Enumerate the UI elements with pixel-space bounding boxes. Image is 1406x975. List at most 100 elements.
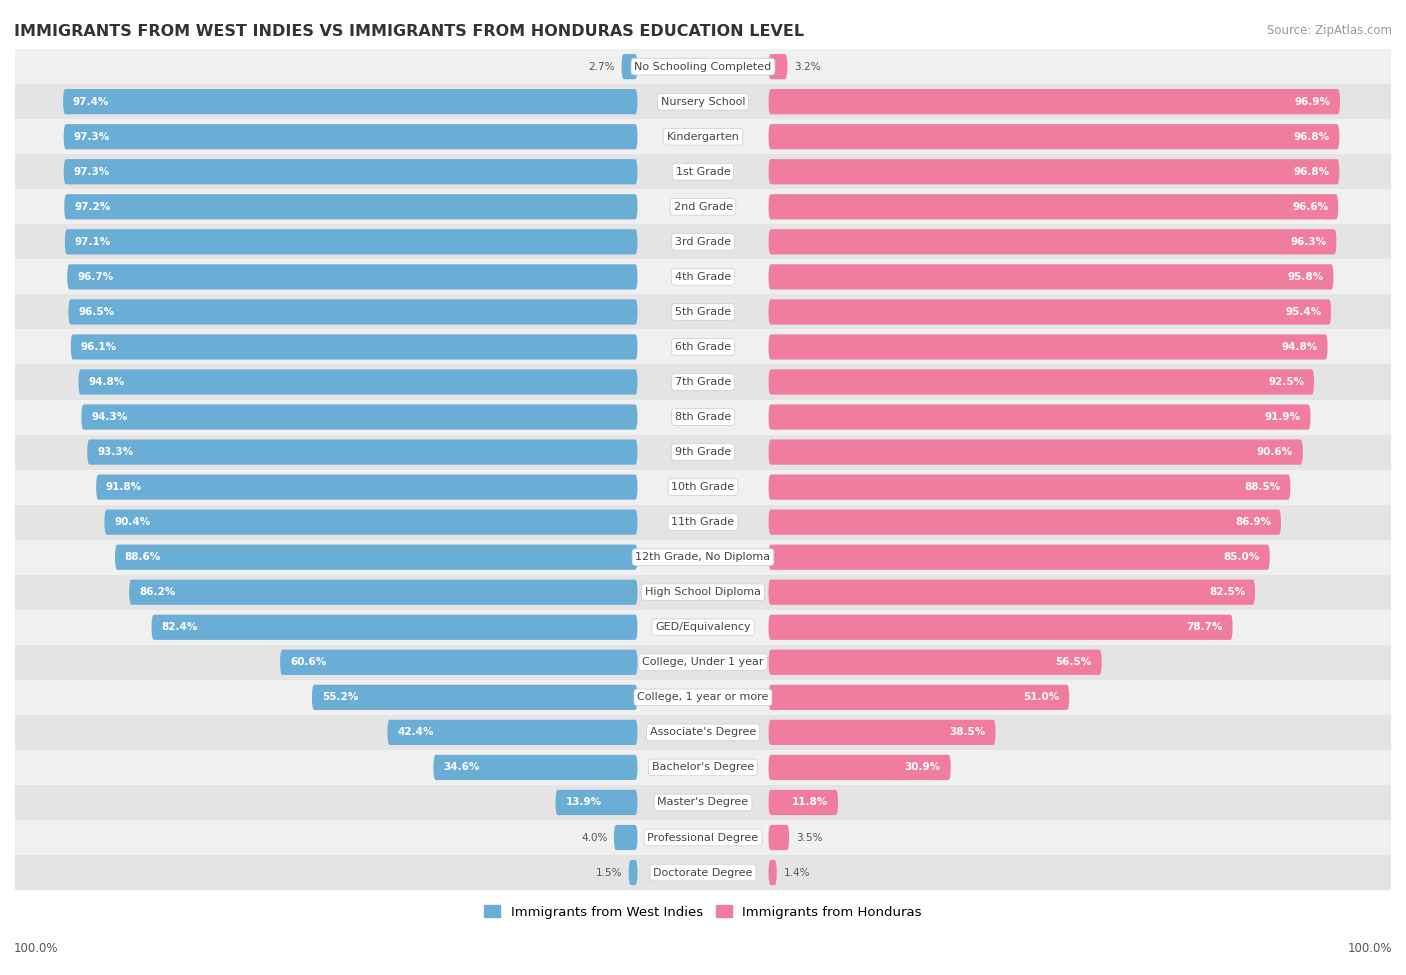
Text: 9th Grade: 9th Grade xyxy=(675,448,731,457)
FancyBboxPatch shape xyxy=(70,334,637,360)
FancyBboxPatch shape xyxy=(115,545,637,569)
FancyBboxPatch shape xyxy=(15,119,1391,154)
Text: 92.5%: 92.5% xyxy=(1268,377,1305,387)
FancyBboxPatch shape xyxy=(769,124,1340,149)
FancyBboxPatch shape xyxy=(628,860,637,885)
FancyBboxPatch shape xyxy=(15,49,1391,84)
FancyBboxPatch shape xyxy=(769,614,1233,640)
FancyBboxPatch shape xyxy=(769,194,1339,219)
Text: 1.5%: 1.5% xyxy=(596,868,621,878)
Text: 91.9%: 91.9% xyxy=(1264,412,1301,422)
Text: 90.6%: 90.6% xyxy=(1257,448,1294,457)
Text: 97.3%: 97.3% xyxy=(73,167,110,176)
FancyBboxPatch shape xyxy=(96,475,637,500)
Text: 94.8%: 94.8% xyxy=(1281,342,1317,352)
Text: IMMIGRANTS FROM WEST INDIES VS IMMIGRANTS FROM HONDURAS EDUCATION LEVEL: IMMIGRANTS FROM WEST INDIES VS IMMIGRANT… xyxy=(14,24,804,39)
FancyBboxPatch shape xyxy=(769,720,995,745)
FancyBboxPatch shape xyxy=(769,825,789,850)
Text: 86.2%: 86.2% xyxy=(139,587,176,598)
Text: 96.7%: 96.7% xyxy=(77,272,114,282)
Text: 96.9%: 96.9% xyxy=(1294,97,1330,106)
Text: No Schooling Completed: No Schooling Completed xyxy=(634,61,772,71)
FancyBboxPatch shape xyxy=(104,510,637,534)
Text: 51.0%: 51.0% xyxy=(1024,692,1060,702)
Text: 82.4%: 82.4% xyxy=(162,622,198,632)
Text: 85.0%: 85.0% xyxy=(1223,552,1260,563)
FancyBboxPatch shape xyxy=(769,405,1310,430)
Text: 97.1%: 97.1% xyxy=(75,237,111,247)
FancyBboxPatch shape xyxy=(621,54,637,79)
FancyBboxPatch shape xyxy=(769,860,776,885)
FancyBboxPatch shape xyxy=(769,545,1270,569)
FancyBboxPatch shape xyxy=(15,505,1391,540)
Text: 55.2%: 55.2% xyxy=(322,692,359,702)
Text: 96.8%: 96.8% xyxy=(1294,167,1330,176)
Text: 4th Grade: 4th Grade xyxy=(675,272,731,282)
Text: 78.7%: 78.7% xyxy=(1187,622,1223,632)
FancyBboxPatch shape xyxy=(15,680,1391,715)
FancyBboxPatch shape xyxy=(69,299,637,325)
Text: 100.0%: 100.0% xyxy=(14,943,59,956)
FancyBboxPatch shape xyxy=(15,750,1391,785)
FancyBboxPatch shape xyxy=(769,790,838,815)
Text: 86.9%: 86.9% xyxy=(1234,517,1271,527)
Text: 13.9%: 13.9% xyxy=(565,798,602,807)
Text: 2nd Grade: 2nd Grade xyxy=(673,202,733,212)
FancyBboxPatch shape xyxy=(15,400,1391,435)
FancyBboxPatch shape xyxy=(769,159,1340,184)
Text: 4.0%: 4.0% xyxy=(581,833,607,842)
Text: 90.4%: 90.4% xyxy=(114,517,150,527)
Text: 94.8%: 94.8% xyxy=(89,377,125,387)
FancyBboxPatch shape xyxy=(15,189,1391,224)
FancyBboxPatch shape xyxy=(769,649,1102,675)
FancyBboxPatch shape xyxy=(769,370,1315,395)
Text: 42.4%: 42.4% xyxy=(398,727,434,737)
Text: 30.9%: 30.9% xyxy=(905,762,941,772)
Text: 6th Grade: 6th Grade xyxy=(675,342,731,352)
FancyBboxPatch shape xyxy=(769,264,1333,290)
FancyBboxPatch shape xyxy=(15,365,1391,400)
FancyBboxPatch shape xyxy=(15,574,1391,609)
FancyBboxPatch shape xyxy=(82,405,637,430)
Text: 96.8%: 96.8% xyxy=(1294,132,1330,141)
Text: High School Diploma: High School Diploma xyxy=(645,587,761,598)
Text: College, Under 1 year: College, Under 1 year xyxy=(643,657,763,667)
Text: 94.3%: 94.3% xyxy=(91,412,128,422)
Text: Source: ZipAtlas.com: Source: ZipAtlas.com xyxy=(1267,24,1392,37)
Text: 82.5%: 82.5% xyxy=(1209,587,1246,598)
Text: 96.3%: 96.3% xyxy=(1291,237,1327,247)
Text: 95.4%: 95.4% xyxy=(1285,307,1322,317)
FancyBboxPatch shape xyxy=(63,159,637,184)
FancyBboxPatch shape xyxy=(312,684,637,710)
FancyBboxPatch shape xyxy=(15,224,1391,259)
FancyBboxPatch shape xyxy=(769,229,1337,254)
Text: 1st Grade: 1st Grade xyxy=(676,167,730,176)
FancyBboxPatch shape xyxy=(769,54,787,79)
FancyBboxPatch shape xyxy=(129,579,637,604)
FancyBboxPatch shape xyxy=(555,790,637,815)
FancyBboxPatch shape xyxy=(15,820,1391,855)
Text: 8th Grade: 8th Grade xyxy=(675,412,731,422)
FancyBboxPatch shape xyxy=(65,194,637,219)
Text: 96.5%: 96.5% xyxy=(79,307,114,317)
FancyBboxPatch shape xyxy=(614,825,637,850)
Text: 97.3%: 97.3% xyxy=(73,132,110,141)
FancyBboxPatch shape xyxy=(388,720,637,745)
Text: 5th Grade: 5th Grade xyxy=(675,307,731,317)
FancyBboxPatch shape xyxy=(769,89,1340,114)
FancyBboxPatch shape xyxy=(15,540,1391,574)
FancyBboxPatch shape xyxy=(15,644,1391,680)
Text: 34.6%: 34.6% xyxy=(443,762,479,772)
FancyBboxPatch shape xyxy=(65,229,637,254)
Text: Professional Degree: Professional Degree xyxy=(647,833,759,842)
Text: GED/Equivalency: GED/Equivalency xyxy=(655,622,751,632)
Text: 3.2%: 3.2% xyxy=(794,61,821,71)
FancyBboxPatch shape xyxy=(15,855,1391,890)
FancyBboxPatch shape xyxy=(15,84,1391,119)
Text: 3.5%: 3.5% xyxy=(796,833,823,842)
FancyBboxPatch shape xyxy=(769,755,950,780)
Text: Master's Degree: Master's Degree xyxy=(658,798,748,807)
FancyBboxPatch shape xyxy=(769,510,1281,534)
FancyBboxPatch shape xyxy=(15,609,1391,644)
Text: 95.8%: 95.8% xyxy=(1288,272,1323,282)
